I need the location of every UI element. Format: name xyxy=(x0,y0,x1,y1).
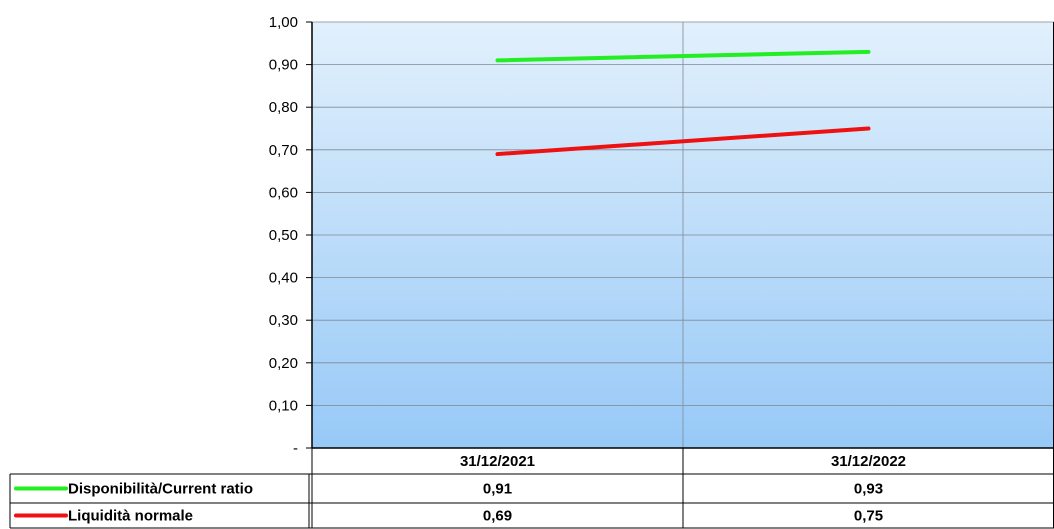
y-axis-ticks: - 0,10 0,20 0,30 0,40 0,50 0,60 0,70 0,80 0,90 1,0… xyxy=(269,14,298,457)
data-label: 0,69 xyxy=(483,508,512,525)
gridlines xyxy=(312,21,1054,448)
legend-label-1: Disponibilità/Current ratio xyxy=(68,481,253,498)
y-tick-label: 0,50 xyxy=(269,227,298,244)
y-tick-label: 0,20 xyxy=(269,355,298,372)
series-line-2 xyxy=(495,126,871,157)
x-tick-label: 31/12/2021 xyxy=(460,453,535,470)
y-tick-label: 1,00 xyxy=(269,14,298,31)
y-tick-label: 0,70 xyxy=(269,142,298,159)
series-lines xyxy=(495,49,871,157)
series-line-1 xyxy=(495,49,871,63)
y-tick-label: 0,10 xyxy=(269,397,298,414)
y-tick-label: 0,30 xyxy=(269,312,298,329)
data-label: 0,93 xyxy=(854,481,883,498)
legend-label-2: Liquidità normale xyxy=(68,508,193,525)
data-label: 0,75 xyxy=(854,508,883,525)
y-tick-label: 0,40 xyxy=(269,270,298,287)
y-tick-label: - xyxy=(293,440,298,457)
x-tick-label: 31/12/2022 xyxy=(831,453,906,470)
y-tick-label: 0,60 xyxy=(269,184,298,201)
y-tick-label: 0,80 xyxy=(269,99,298,116)
y-tick-label: 0,90 xyxy=(269,57,298,74)
data-label: 0,91 xyxy=(483,481,512,498)
